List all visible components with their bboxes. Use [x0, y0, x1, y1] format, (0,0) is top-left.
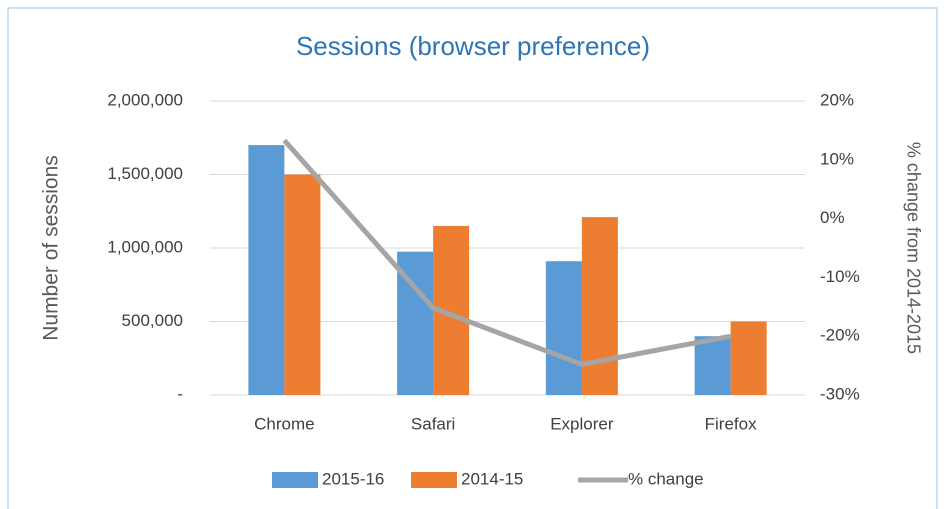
bar [284, 174, 321, 395]
y-tick-label: 2,000,000 [107, 90, 183, 109]
x-tick-label: Safari [411, 414, 455, 433]
bar [581, 217, 618, 395]
y2-tick-label: -20% [820, 326, 860, 345]
chart-border [7, 7, 938, 509]
y-tick-label: - [177, 384, 183, 403]
y-tick-label: 1,500,000 [107, 164, 183, 183]
y2-tick-label: -30% [820, 384, 860, 403]
y2-axis-title: % change from 2014-2015 [903, 142, 923, 354]
y-tick-label: 500,000 [122, 311, 183, 330]
bar [694, 336, 731, 395]
legend-swatch [411, 472, 457, 488]
legend-label: 2014-15 [461, 469, 523, 488]
line [282, 138, 732, 367]
x-tick-label: Firefox [705, 414, 757, 433]
y2-tick-label: 20% [820, 90, 854, 109]
y-axis-title: Number of sessions [40, 155, 63, 341]
x-tick-label: Explorer [550, 414, 614, 433]
bar [248, 145, 285, 395]
y2-tick-label: 10% [820, 149, 854, 168]
bar [545, 261, 582, 395]
y-tick-label: 1,000,000 [107, 237, 183, 256]
x-tick-label: Chrome [254, 414, 314, 433]
y2-tick-label: -10% [820, 267, 860, 286]
legend-label: % change [628, 469, 704, 488]
legend-swatch [272, 472, 318, 488]
bar [730, 321, 767, 395]
chart-title: Sessions (browser preference) [296, 31, 650, 61]
y2-tick-label: 0% [820, 208, 845, 227]
legend-label: 2015-16 [322, 469, 384, 488]
